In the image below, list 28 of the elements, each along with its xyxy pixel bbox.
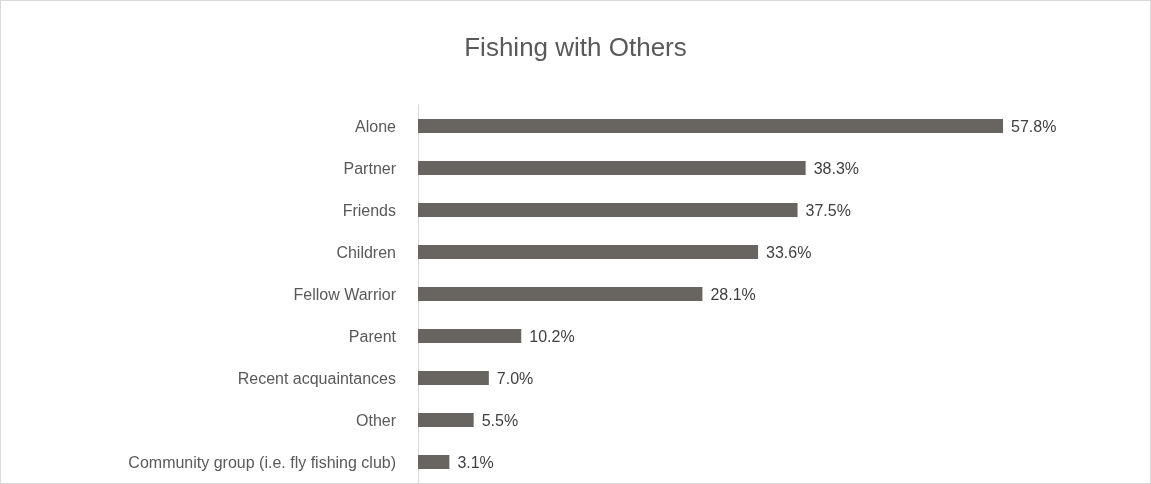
data-label: 7.0% (496, 369, 534, 387)
y-tick-label: Community group (i.e. fly fishing club) (128, 453, 396, 471)
data-label: 28.1% (710, 285, 756, 303)
y-tick-label: Fellow Warrior (293, 285, 397, 303)
data-label: 38.3% (813, 159, 860, 177)
bar (418, 329, 522, 343)
bar (418, 455, 450, 469)
y-tick-label: Partner (343, 159, 397, 177)
y-tick-label: Recent acquaintances (237, 369, 396, 387)
data-label: 33.6% (766, 243, 812, 261)
y-tick-label: Alone (355, 117, 397, 135)
bar (418, 203, 798, 217)
bar (418, 161, 806, 175)
y-tick-label: Parent (348, 327, 397, 345)
data-label: 10.2% (529, 327, 575, 345)
bar (418, 371, 489, 385)
bar (418, 119, 1003, 133)
y-tick-label: Friends (342, 201, 396, 219)
data-label: 5.5% (481, 411, 519, 429)
bar (418, 287, 703, 301)
data-label: 37.5% (805, 201, 851, 219)
y-tick-label: Other (355, 411, 397, 429)
y-tick-label: Children (336, 243, 396, 261)
data-label: 3.1% (457, 453, 494, 471)
data-label: 57.8% (1011, 117, 1057, 135)
chart-title: Fishing with Others (464, 32, 687, 62)
bar (418, 245, 759, 259)
bar (418, 413, 474, 427)
